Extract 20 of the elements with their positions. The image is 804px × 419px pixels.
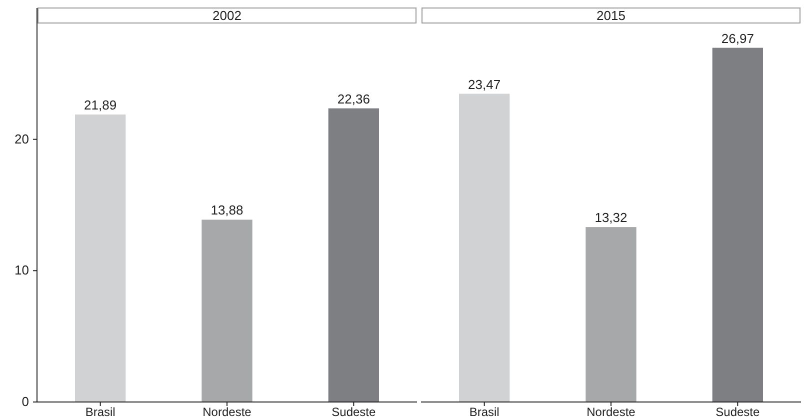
x-tick-label: Sudeste [716, 405, 760, 419]
bar [75, 114, 126, 402]
data-label: 26,97 [721, 30, 754, 46]
data-label: 23,47 [468, 76, 501, 92]
data-label: 13,88 [210, 202, 244, 218]
y-tick-label: 10 [14, 262, 29, 278]
data-label: 13,32 [594, 210, 628, 226]
chart-title: 2002 [212, 8, 242, 23]
bar [202, 220, 252, 402]
x-tick-label: Sudeste [332, 405, 376, 419]
x-tick-label: Brasil [469, 405, 500, 419]
y-tick-label: 20 [14, 131, 29, 146]
data-label: 22,36 [337, 91, 370, 106]
x-tick-label: Nordeste [202, 405, 252, 419]
chart-title: 2015 [596, 8, 626, 23]
y-tick-label: 0 [22, 394, 29, 409]
x-tick-label: Nordeste [586, 405, 636, 419]
bar [328, 108, 379, 402]
x-tick-label: Brasil [85, 405, 116, 419]
data-label: 21,89 [84, 98, 117, 113]
